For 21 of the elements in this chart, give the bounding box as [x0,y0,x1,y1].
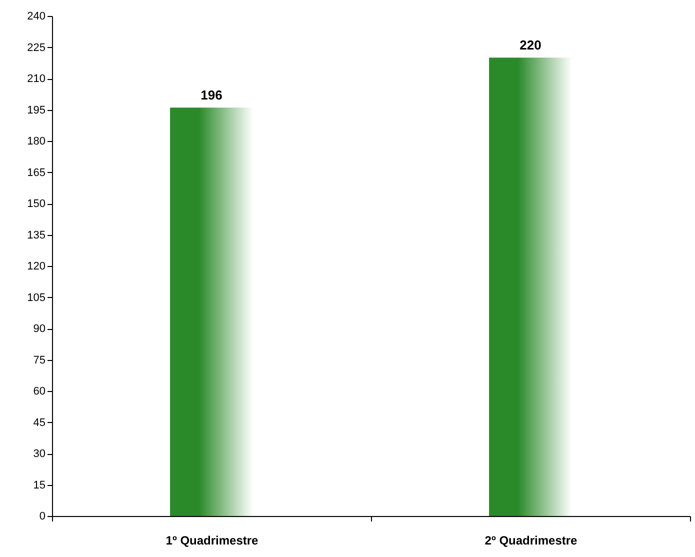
y-tick-label: 105 [27,292,46,304]
y-tick-label: 135 [27,229,46,242]
y-tick-label: 120 [27,260,46,272]
y-tick-label: 0 [39,510,46,522]
x-tick-label: 1º Quadrimestre [166,534,259,548]
y-tick-label: 225 [27,42,46,54]
y-tick-label: 210 [27,73,46,85]
y-tick-label: 150 [27,198,46,210]
x-tick-label: 2º Quadrimestre [484,534,578,548]
data-label: 196 [200,88,222,103]
y-tick-label: 90 [33,323,46,335]
data-label: 220 [520,38,542,53]
y-tick-label: 30 [33,448,46,460]
y-tick-label: 240 [27,10,46,22]
y-tick-label: 60 [33,386,46,398]
y-tick-label: 75 [33,354,46,366]
y-tick-label: 195 [27,104,46,116]
y-tick-label: 180 [27,136,46,148]
y-tick-label: 45 [33,416,46,429]
y-tick-label: 15 [33,479,46,492]
y-tick-label: 165 [27,166,46,179]
